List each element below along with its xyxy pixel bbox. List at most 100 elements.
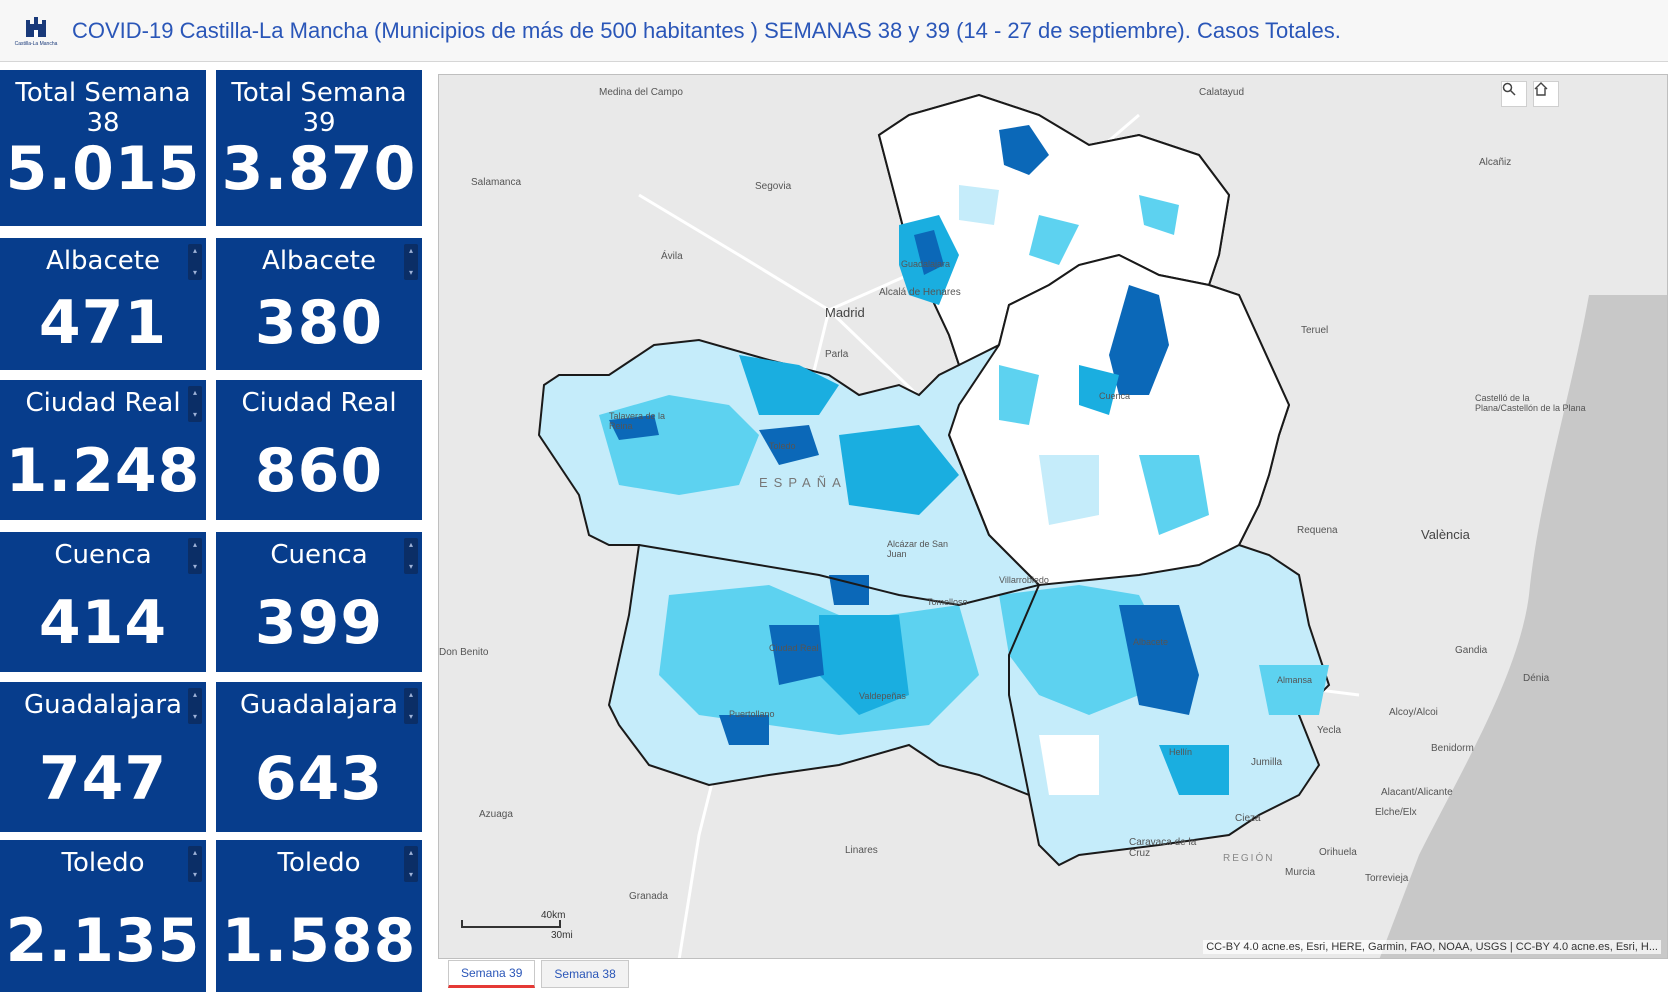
scroll-down-icon[interactable]: ▾ [192, 712, 197, 721]
city-label: Tomelloso [927, 597, 968, 607]
cuenca-week38-scroll[interactable]: ▴ ▾ [188, 538, 202, 574]
albacete-week38-label: Albacete [46, 246, 160, 276]
scroll-up-icon[interactable]: ▴ [192, 246, 197, 255]
scale-km-label: 40km [541, 910, 566, 921]
area [1259, 665, 1329, 715]
choropleth-map[interactable]: Medina del Campo Calatayud Salamanca Seg… [438, 74, 1668, 959]
scroll-down-icon[interactable]: ▾ [408, 268, 413, 277]
place-label: Cieza [1235, 813, 1261, 824]
ciudad-real-week38-value: 1.248 [5, 436, 201, 506]
guadalajara-week38-scroll[interactable]: ▴ ▾ [188, 688, 202, 724]
guadalajara-week38-value: 747 [38, 744, 168, 814]
scroll-up-icon[interactable]: ▴ [408, 246, 413, 255]
map-canvas[interactable] [439, 75, 1668, 959]
tab-semana-39[interactable]: Semana 39 [448, 960, 536, 988]
scroll-up-icon[interactable]: ▴ [192, 540, 197, 549]
guadalajara-week39-scroll[interactable]: ▴ ▾ [404, 688, 418, 724]
scroll-up-icon[interactable]: ▴ [408, 690, 413, 699]
region-logo: Castilla-La Mancha [10, 11, 62, 51]
city-label: Alcázar de San Juan [887, 539, 949, 559]
albacete-week38-value: 471 [38, 288, 168, 358]
guadalajara-week38-card: Guadalajara 747 ▴ ▾ [0, 682, 206, 832]
city-label: Puertollano [729, 709, 775, 719]
tab-semana-38[interactable]: Semana 38 [541, 960, 629, 988]
place-label: Ávila [661, 251, 683, 262]
place-label: Caravaca de la Cruz [1129, 837, 1197, 859]
toledo-week38-label: Toledo [61, 848, 145, 878]
guadalajara-week39-value: 643 [254, 744, 384, 814]
place-label: Gandia [1455, 645, 1488, 656]
cuenca-week38-value: 414 [38, 588, 168, 658]
place-label: Calatayud [1199, 87, 1245, 98]
place-label: Orihuela [1319, 847, 1357, 858]
scroll-up-icon[interactable]: ▴ [192, 690, 197, 699]
city-label: Ciudad Real [769, 643, 819, 653]
guadalajara-week39-label: Guadalajara [240, 690, 398, 720]
map-attribution[interactable]: CC-BY 4.0 acne.es, Esri, HERE, Garmin, F… [1203, 940, 1661, 954]
ciudad-real-week38-scroll[interactable]: ▴ ▾ [188, 386, 202, 422]
home-icon [1534, 82, 1548, 96]
map-home-button[interactable] [1533, 81, 1559, 107]
logo-text: Castilla-La Mancha [14, 41, 58, 47]
place-label: Benidorm [1431, 743, 1474, 754]
place-label: Dénia [1523, 673, 1550, 684]
area [1159, 745, 1229, 795]
albacete-week39-scroll[interactable]: ▴ ▾ [404, 244, 418, 280]
area [739, 355, 839, 415]
albacete-week39-label: Albacete [262, 246, 376, 276]
sea-area [1379, 295, 1667, 958]
place-label: Medina del Campo [599, 87, 683, 98]
map-search-button[interactable] [1501, 81, 1527, 107]
toledo-week39-scroll[interactable]: ▴ ▾ [404, 846, 418, 882]
city-label: Talavera de la Reina [609, 411, 666, 431]
scroll-up-icon[interactable]: ▴ [408, 848, 413, 857]
hotspot [914, 230, 944, 275]
hotspot [609, 415, 659, 440]
area [819, 615, 909, 715]
total-week38-value: 5.015 [5, 134, 201, 204]
place-label: València [1421, 527, 1470, 542]
place-label: Granada [629, 891, 668, 902]
albacete-week38-scroll[interactable]: ▴ ▾ [188, 244, 202, 280]
indicator-panel: Total Semana 38 5.015 Total Semana 39 3.… [0, 70, 428, 992]
area [839, 425, 959, 515]
scroll-down-icon[interactable]: ▾ [408, 712, 413, 721]
scale-mi-label: 30mi [551, 930, 573, 941]
total-week39-value: 3.870 [221, 134, 417, 204]
ciudad-real-week39-label: Ciudad Real [241, 388, 397, 418]
region-label: REGIÓN [1223, 853, 1275, 864]
area [999, 365, 1039, 425]
place-label: Teruel [1301, 325, 1329, 336]
castle-icon [26, 17, 46, 37]
place-label: Torrevieja [1365, 873, 1409, 884]
cuenca-week38-label: Cuenca [54, 540, 152, 570]
cuenca-week39-card: Cuenca 399 ▴ ▾ [216, 532, 422, 672]
scroll-up-icon[interactable]: ▴ [192, 848, 197, 857]
toledo-week39-card: Toledo 1.588 ▴ ▾ [216, 840, 422, 992]
scroll-down-icon[interactable]: ▾ [408, 562, 413, 571]
area [1079, 365, 1119, 415]
guadalajara-week38-label: Guadalajara [24, 690, 182, 720]
scroll-down-icon[interactable]: ▾ [408, 870, 413, 879]
scroll-down-icon[interactable]: ▾ [192, 562, 197, 571]
scroll-down-icon[interactable]: ▾ [192, 410, 197, 419]
scroll-up-icon[interactable]: ▴ [192, 388, 197, 397]
toledo-week38-scroll[interactable]: ▴ ▾ [188, 846, 202, 882]
area [1029, 215, 1079, 265]
scroll-up-icon[interactable]: ▴ [408, 540, 413, 549]
total-week39-label: Total Semana 39 [231, 78, 407, 138]
total-week38-card: Total Semana 38 5.015 [0, 70, 206, 226]
city-label: Almansa [1277, 675, 1313, 685]
city-label: Cuenca [1099, 391, 1131, 401]
scroll-down-icon[interactable]: ▾ [192, 870, 197, 879]
ciudad-real-week39-card: Ciudad Real 860 [216, 380, 422, 520]
ciudad-real-week38-label: Ciudad Real [25, 388, 181, 418]
cuenca-week38-card: Cuenca 414 ▴ ▾ [0, 532, 206, 672]
place-label: Don Benito [439, 647, 489, 658]
place-label: Azuaga [479, 809, 513, 820]
cuenca-week39-scroll[interactable]: ▴ ▾ [404, 538, 418, 574]
scroll-down-icon[interactable]: ▾ [192, 268, 197, 277]
albacete-week38-card: Albacete 471 ▴ ▾ [0, 238, 206, 370]
place-label: Parla [825, 349, 849, 360]
ciudad-real-week38-card: Ciudad Real 1.248 ▴ ▾ [0, 380, 206, 520]
